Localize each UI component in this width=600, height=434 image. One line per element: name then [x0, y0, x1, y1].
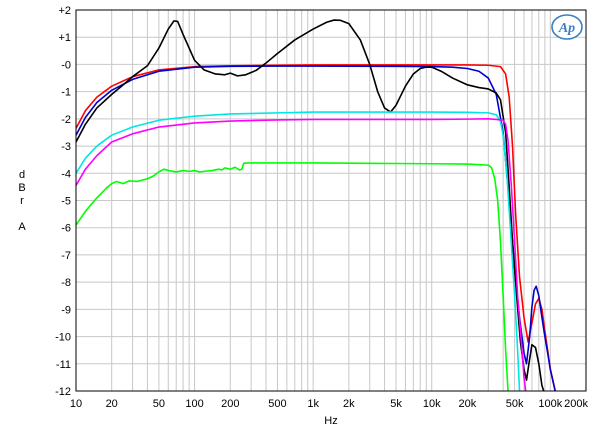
- series-line: [76, 111, 521, 391]
- x-tick-label: 200k: [564, 398, 588, 410]
- x-tick-label: 10: [70, 398, 82, 410]
- x-tick-label: 20k: [459, 398, 477, 410]
- x-tick-label: 50: [153, 398, 165, 410]
- plot-frame: [75, 9, 587, 392]
- y-tick-label: +1: [58, 32, 71, 44]
- x-tick-label: 500: [268, 398, 286, 410]
- x-tick-label: 5k: [390, 398, 402, 410]
- y-axis-label-letter: B: [18, 182, 25, 194]
- x-axis-label: Hz: [324, 415, 337, 427]
- y-tick-label: -7: [61, 250, 71, 262]
- series-lines: [76, 19, 556, 391]
- y-axis-label-letter: r: [20, 195, 24, 207]
- y-tick-label: -10: [55, 332, 71, 344]
- series-line: [76, 162, 509, 391]
- y-tick-label: +2: [58, 5, 71, 17]
- y-tick-label: -2: [61, 114, 71, 126]
- y-tick-label: -3: [61, 141, 71, 153]
- y-tick-label: -1: [61, 87, 71, 99]
- y-tick-label: -0: [61, 59, 71, 71]
- x-tick-label: 2k: [343, 398, 355, 410]
- x-tick-labels: 10 20 50 100 200 500 1k 2k 5k 10k 20k 50k 100k 200k: [70, 398, 589, 410]
- y-tick-labels: +2 +1 -0 -1 -2 -3 -4 -5 -6 -7 -8 -9 -10 -11 -12: [55, 5, 71, 398]
- x-tick-label: 50k: [506, 398, 524, 410]
- ap-logo: Ap: [551, 14, 583, 40]
- y-axis-label-letter: A: [18, 221, 26, 233]
- y-tick-label: -12: [55, 386, 71, 398]
- x-tick-label: 10k: [423, 398, 441, 410]
- x-tick-label: 100k: [538, 398, 562, 410]
- y-tick-label: -6: [61, 223, 71, 235]
- x-tick-label: 100: [185, 398, 203, 410]
- ap-logo-text: Ap: [558, 21, 575, 36]
- y-tick-label: -8: [61, 277, 71, 289]
- x-tick-label: 1k: [307, 398, 319, 410]
- y-tick-label: -4: [61, 168, 71, 180]
- series-line: [76, 118, 527, 391]
- y-tick-label: -11: [56, 359, 71, 371]
- x-tick-label: 200: [221, 398, 239, 410]
- y-axis-label-letter: d: [19, 169, 25, 181]
- y-tick-label: -5: [61, 196, 71, 208]
- y-tick-label: -9: [61, 304, 71, 316]
- series-line: [76, 19, 545, 391]
- x-tick-label: 20: [106, 398, 118, 410]
- y-axis-label: dBr A: [18, 169, 26, 233]
